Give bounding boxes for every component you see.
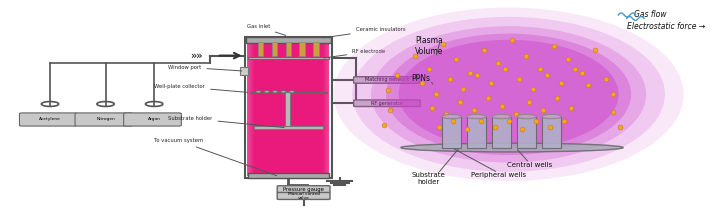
Bar	[285, 92, 290, 127]
Bar	[258, 42, 264, 56]
Bar	[542, 117, 562, 147]
Text: Plasma
Volume: Plasma Volume	[415, 36, 443, 56]
Text: PPNs: PPNs	[411, 74, 431, 83]
Bar	[253, 40, 324, 176]
Ellipse shape	[542, 114, 562, 119]
Bar	[251, 40, 326, 176]
Text: Argon: Argon	[148, 118, 161, 121]
FancyBboxPatch shape	[124, 113, 181, 126]
Bar	[442, 117, 462, 147]
Text: To vacuum system: To vacuum system	[154, 138, 276, 176]
Ellipse shape	[492, 114, 511, 119]
Bar	[517, 117, 536, 147]
Bar	[253, 126, 323, 129]
Text: Pressure gauge: Pressure gauge	[283, 187, 324, 192]
Ellipse shape	[272, 91, 278, 93]
Ellipse shape	[386, 34, 631, 155]
Ellipse shape	[333, 7, 684, 181]
Bar	[240, 67, 248, 75]
Text: Ceramic insulators: Ceramic insulators	[324, 27, 405, 38]
Bar	[248, 40, 329, 176]
Bar	[247, 40, 328, 176]
Ellipse shape	[281, 91, 287, 93]
Bar	[250, 40, 327, 176]
Text: Window port: Window port	[168, 65, 242, 71]
Bar	[245, 37, 332, 178]
FancyBboxPatch shape	[277, 192, 330, 199]
Ellipse shape	[352, 17, 665, 172]
Bar	[250, 92, 327, 93]
Text: Acetylene: Acetylene	[39, 118, 61, 121]
Text: RF electrode: RF electrode	[324, 49, 385, 58]
FancyBboxPatch shape	[277, 186, 330, 193]
Bar	[246, 37, 330, 43]
Ellipse shape	[399, 40, 618, 149]
Bar	[254, 40, 323, 176]
Ellipse shape	[517, 114, 536, 119]
FancyBboxPatch shape	[19, 113, 77, 126]
Bar	[300, 42, 305, 56]
Ellipse shape	[442, 114, 462, 119]
Text: Peripheral wells: Peripheral wells	[471, 172, 526, 178]
FancyBboxPatch shape	[354, 100, 420, 106]
Text: Central wells: Central wells	[507, 162, 552, 168]
Text: Gas flow: Gas flow	[634, 10, 666, 19]
Ellipse shape	[256, 91, 261, 93]
Bar	[248, 57, 328, 59]
FancyBboxPatch shape	[75, 113, 132, 126]
Ellipse shape	[371, 26, 646, 162]
Bar	[467, 117, 486, 147]
Text: »»: »»	[189, 51, 202, 61]
Text: Electrostatic force →: Electrostatic force →	[626, 22, 705, 31]
FancyBboxPatch shape	[354, 77, 420, 83]
Bar	[286, 42, 291, 56]
Text: Matching network: Matching network	[365, 78, 409, 83]
Bar	[252, 40, 325, 176]
Text: Substrate
holder: Substrate holder	[412, 172, 446, 185]
Bar	[492, 117, 511, 147]
Text: Manual control
valve: Manual control valve	[287, 192, 320, 200]
Bar	[248, 40, 328, 176]
Text: Substrate holder: Substrate holder	[168, 116, 284, 128]
Text: Nitrogen: Nitrogen	[96, 118, 115, 121]
Bar	[313, 42, 319, 56]
Bar	[247, 40, 330, 176]
Ellipse shape	[289, 91, 294, 93]
Ellipse shape	[264, 91, 269, 93]
Bar	[271, 42, 277, 56]
Ellipse shape	[467, 114, 486, 119]
Text: Well-plate collector: Well-plate collector	[154, 84, 248, 92]
Text: Gas inlet: Gas inlet	[247, 24, 286, 35]
Text: RF generator: RF generator	[371, 101, 403, 106]
Ellipse shape	[401, 143, 624, 152]
Bar	[248, 173, 328, 178]
